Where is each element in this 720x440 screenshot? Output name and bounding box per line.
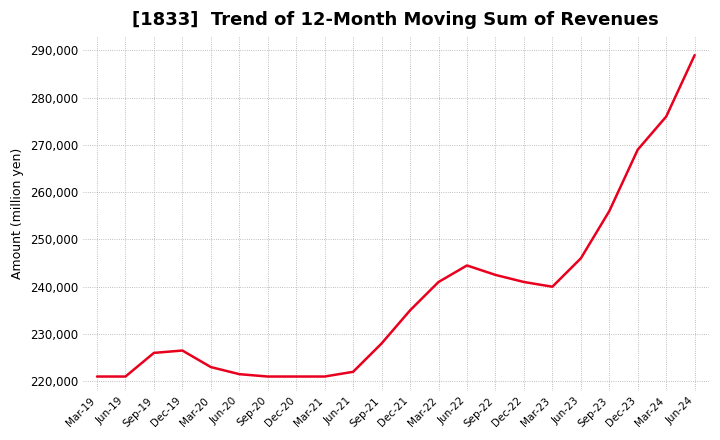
Title: [1833]  Trend of 12-Month Moving Sum of Revenues: [1833] Trend of 12-Month Moving Sum of R… <box>132 11 660 29</box>
Y-axis label: Amount (million yen): Amount (million yen) <box>11 148 24 279</box>
